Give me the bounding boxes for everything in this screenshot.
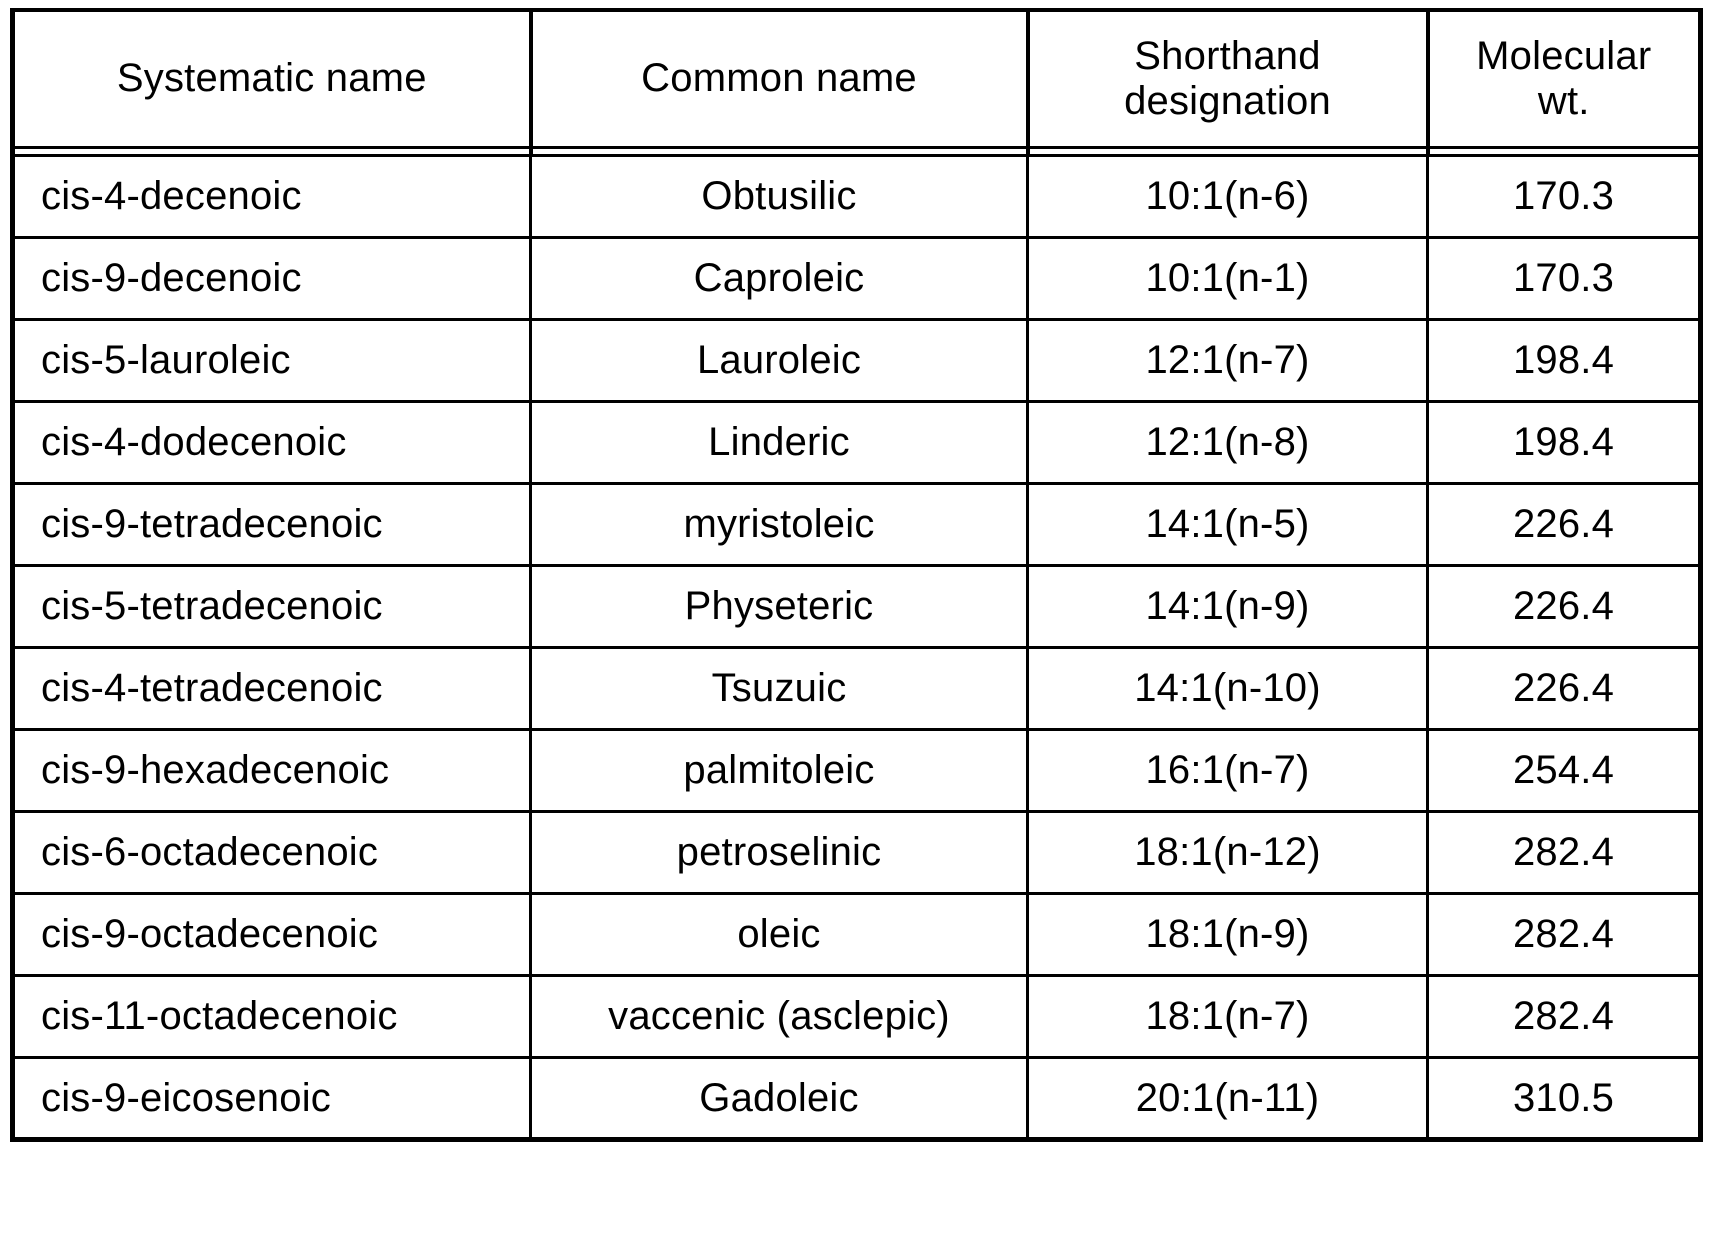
header-rule-cell	[1028, 147, 1428, 155]
cell-shorthand-designation: 10:1(n-1)	[1028, 237, 1428, 319]
table-row: cis-6-octadecenoicpetroselinic18:1(n-12)…	[13, 811, 1701, 893]
cell-systematic-name: cis-4-dodecenoic	[13, 401, 531, 483]
cell-shorthand-designation: 18:1(n-7)	[1028, 975, 1428, 1057]
cell-shorthand-designation: 14:1(n-10)	[1028, 647, 1428, 729]
cell-common-name: Physeteric	[531, 565, 1028, 647]
column-header-molecular-wt: Molecularwt.	[1428, 10, 1701, 147]
cell-molecular-wt: 170.3	[1428, 237, 1701, 319]
cell-common-name: Linderic	[531, 401, 1028, 483]
column-header-mw-line1: Molecular	[1476, 34, 1651, 78]
cell-common-name: Obtusilic	[531, 155, 1028, 237]
fatty-acid-table-container: Systematic name Common name Shorthanddes…	[10, 8, 1698, 1142]
cell-common-name: myristoleic	[531, 483, 1028, 565]
cell-common-name: Gadoleic	[531, 1057, 1028, 1139]
column-header-common-name: Common name	[531, 10, 1028, 147]
table-row: cis-4-tetradecenoicTsuzuic14:1(n-10)226.…	[13, 647, 1701, 729]
table-row: cis-4-dodecenoicLinderic12:1(n-8)198.4	[13, 401, 1701, 483]
cell-shorthand-designation: 14:1(n-9)	[1028, 565, 1428, 647]
table-row: cis-5-tetradecenoicPhyseteric14:1(n-9)22…	[13, 565, 1701, 647]
table-row: cis-11-octadecenoicvaccenic (asclepic)18…	[13, 975, 1701, 1057]
column-header-shorthand-line2: designation	[1124, 79, 1331, 123]
header-double-rule	[13, 147, 1701, 155]
header-rule-cell	[13, 147, 531, 155]
table-row: cis-9-tetradecenoicmyristoleic14:1(n-5)2…	[13, 483, 1701, 565]
cell-shorthand-designation: 10:1(n-6)	[1028, 155, 1428, 237]
table-header: Systematic name Common name Shorthanddes…	[13, 10, 1701, 147]
cell-systematic-name: cis-9-eicosenoic	[13, 1057, 531, 1139]
cell-common-name: oleic	[531, 893, 1028, 975]
cell-systematic-name: cis-9-octadecenoic	[13, 893, 531, 975]
table-row: cis-9-decenoicCaproleic10:1(n-1)170.3	[13, 237, 1701, 319]
cell-molecular-wt: 310.5	[1428, 1057, 1701, 1139]
cell-common-name: Lauroleic	[531, 319, 1028, 401]
table-row: cis-5-lauroleicLauroleic12:1(n-7)198.4	[13, 319, 1701, 401]
cell-molecular-wt: 254.4	[1428, 729, 1701, 811]
column-header-shorthand-designation: Shorthanddesignation	[1028, 10, 1428, 147]
cell-systematic-name: cis-5-tetradecenoic	[13, 565, 531, 647]
cell-molecular-wt: 282.4	[1428, 975, 1701, 1057]
cell-systematic-name: cis-11-octadecenoic	[13, 975, 531, 1057]
cell-molecular-wt: 170.3	[1428, 155, 1701, 237]
table-row: cis-9-eicosenoicGadoleic20:1(n-11)310.5	[13, 1057, 1701, 1139]
cell-common-name: palmitoleic	[531, 729, 1028, 811]
cell-systematic-name: cis-5-lauroleic	[13, 319, 531, 401]
cell-molecular-wt: 226.4	[1428, 647, 1701, 729]
cell-systematic-name: cis-9-tetradecenoic	[13, 483, 531, 565]
table-header-row: Systematic name Common name Shorthanddes…	[13, 10, 1701, 147]
cell-molecular-wt: 282.4	[1428, 811, 1701, 893]
cell-systematic-name: cis-9-hexadecenoic	[13, 729, 531, 811]
cell-systematic-name: cis-4-tetradecenoic	[13, 647, 531, 729]
cell-shorthand-designation: 12:1(n-8)	[1028, 401, 1428, 483]
cell-common-name: Tsuzuic	[531, 647, 1028, 729]
cell-systematic-name: cis-4-decenoic	[13, 155, 531, 237]
cell-molecular-wt: 282.4	[1428, 893, 1701, 975]
cell-molecular-wt: 226.4	[1428, 565, 1701, 647]
cell-shorthand-designation: 12:1(n-7)	[1028, 319, 1428, 401]
document-page: Systematic name Common name Shorthanddes…	[0, 0, 1713, 1251]
cell-shorthand-designation: 14:1(n-5)	[1028, 483, 1428, 565]
cell-shorthand-designation: 18:1(n-9)	[1028, 893, 1428, 975]
table-body: cis-4-decenoicObtusilic10:1(n-6)170.3cis…	[13, 147, 1701, 1139]
header-rule-cell	[531, 147, 1028, 155]
cell-molecular-wt: 198.4	[1428, 401, 1701, 483]
column-header-systematic-name: Systematic name	[13, 10, 531, 147]
cell-shorthand-designation: 18:1(n-12)	[1028, 811, 1428, 893]
cell-common-name: petroselinic	[531, 811, 1028, 893]
table-row: cis-9-hexadecenoicpalmitoleic16:1(n-7)25…	[13, 729, 1701, 811]
cell-shorthand-designation: 16:1(n-7)	[1028, 729, 1428, 811]
header-rule-cell	[1428, 147, 1701, 155]
cell-shorthand-designation: 20:1(n-11)	[1028, 1057, 1428, 1139]
cell-systematic-name: cis-9-decenoic	[13, 237, 531, 319]
fatty-acid-table: Systematic name Common name Shorthanddes…	[10, 8, 1703, 1142]
column-header-mw-line2: wt.	[1538, 79, 1590, 123]
cell-common-name: Caproleic	[531, 237, 1028, 319]
cell-molecular-wt: 198.4	[1428, 319, 1701, 401]
table-row: cis-9-octadecenoicoleic18:1(n-9)282.4	[13, 893, 1701, 975]
table-row: cis-4-decenoicObtusilic10:1(n-6)170.3	[13, 155, 1701, 237]
cell-systematic-name: cis-6-octadecenoic	[13, 811, 531, 893]
column-header-shorthand-line1: Shorthand	[1134, 34, 1320, 78]
cell-molecular-wt: 226.4	[1428, 483, 1701, 565]
cell-common-name: vaccenic (asclepic)	[531, 975, 1028, 1057]
